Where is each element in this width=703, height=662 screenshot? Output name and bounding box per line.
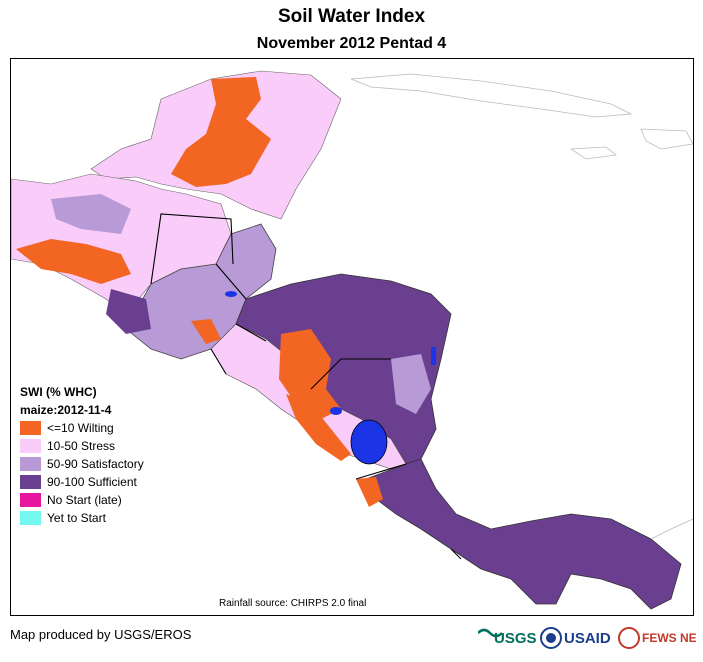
legend-swatch [20,457,41,471]
usgs-logo: USGS [477,623,537,653]
legend-item: 10-50 Stress [20,437,144,455]
country-borders [150,213,462,560]
legend-swatch [20,475,41,489]
region-wilting-yucatan [171,77,271,187]
coast-colombia [650,518,693,540]
region-wilting-costarica [356,477,383,507]
legend-label: 10-50 Stress [47,439,116,453]
legend-item: 90-100 Sufficient [20,473,144,491]
legend-swatch [20,493,41,507]
region-satisfactory-2 [51,194,131,234]
region-guatemala [125,223,277,360]
legend-label: Yet to Start [47,511,106,525]
region-wilting-honduras [279,329,341,419]
island-hispaniola [640,128,693,150]
legend-swatch [20,439,41,453]
legend-label: 90-100 Sufficient [47,475,137,489]
map-title: Soil Water Index [277,6,426,27]
legend-swatch [20,511,41,525]
legend-label: 50-90 Satisfactory [47,457,144,471]
legend-item: 50-90 Satisfactory [20,455,144,473]
legend-item: <=10 Wilting [20,419,144,437]
fewsnet-logo: FEWS NET [618,623,703,653]
legend-label: <=10 Wilting [47,421,114,435]
fewsnet-logo-text: FEWS NET [642,631,696,645]
map-panel [10,58,694,616]
caribbean-lagoon [431,347,436,365]
legend-item: No Start (late) [20,491,144,509]
lake-nicaragua [350,419,388,465]
map-legend: SWI (% WHC) maize:2012-11-4 <=10 Wilting… [20,383,144,527]
region-satisfactory-1 [391,354,431,414]
lake-izabal [225,291,237,297]
region-wilting-nicaragua [286,394,351,461]
island-cuba [350,73,633,118]
legend-swatch [20,421,41,435]
legend-item: Yet to Start [20,509,144,527]
usaid-seal-icon [540,623,562,653]
usaid-logo-text: USAID [564,630,611,647]
region-wilting-guatemala [191,319,221,344]
island-jamaica [569,146,617,160]
legend-title: SWI (% WHC) [20,385,97,399]
lake-managua [330,407,342,415]
legend-label: No Start (late) [47,493,122,507]
usaid-logo: USAID [564,623,616,653]
usgs-logo-text: USGS [494,630,536,647]
map-canvas [11,70,693,610]
map-subtitle: November 2012 Pentad 4 [256,35,447,52]
rainfall-source-note: Rainfall source: CHIRPS 2.0 final [219,598,367,609]
region-wilting-southmexico [16,239,131,284]
credit-text: Map produced by USGS/EROS [10,627,192,642]
logo-strip: USGS USAID FEWS NET [477,623,703,653]
region-costa-rica-panama [365,458,682,610]
legend-subtitle: maize:2012-11-4 [20,403,112,417]
region-satisfactory-3 [106,289,151,334]
